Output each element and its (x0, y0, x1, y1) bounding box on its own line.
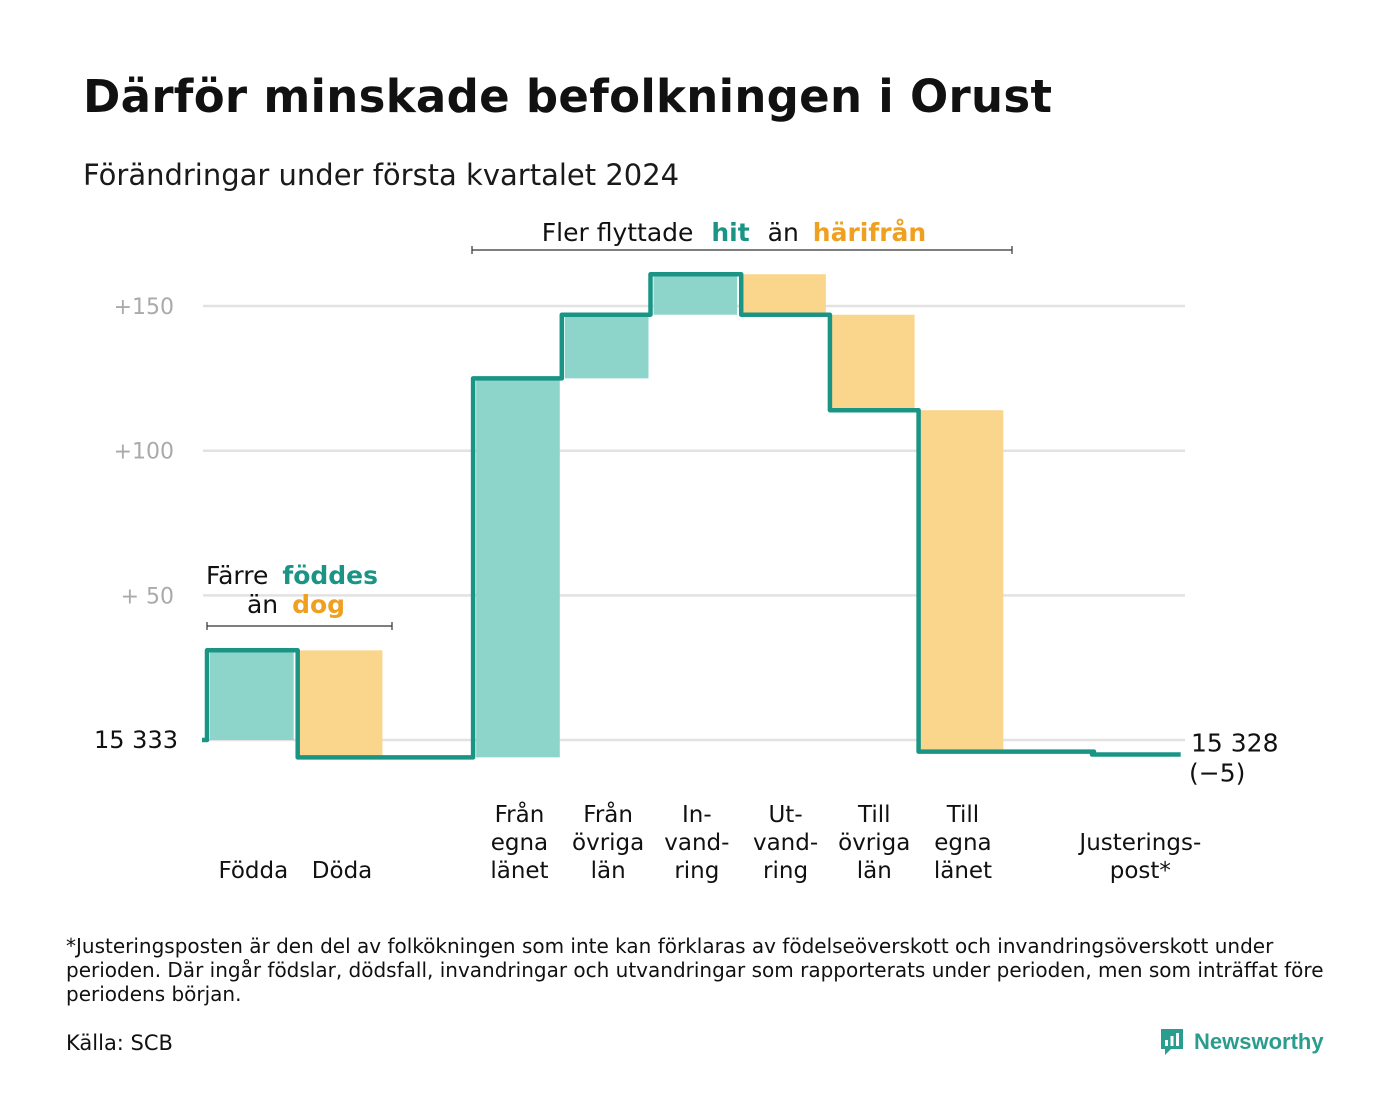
x-category-label: länet (490, 858, 548, 884)
bar-increase (653, 274, 738, 315)
bar-decrease (742, 274, 826, 315)
bar-decrease (830, 314, 915, 411)
y-tick-label: + 50 (121, 584, 174, 609)
x-category-label: vand- (753, 830, 818, 856)
births-annotation-colored2: dog (292, 590, 345, 619)
x-category-label: Till (857, 802, 891, 828)
line-layer (202, 271, 1181, 760)
chart-subtitle: Förändringar under första kvartalet 2024 (83, 158, 680, 192)
migration-annotation-plain1: Fler flyttade (542, 218, 694, 247)
newsworthy-logo: Newsworthy (1159, 1027, 1324, 1057)
waterfall-step-line (202, 271, 1181, 760)
x-category-label: post* (1110, 858, 1171, 884)
bars-layer (210, 274, 1004, 758)
waterfall-chart: +150 +100 + 50 15 333 15 328(−5) Födda Döda Fr… (94, 218, 1278, 884)
x-category-label: Döda (312, 858, 372, 884)
births-annotation: Färre föddes än dog (206, 561, 393, 630)
end-value-label: 15 328 (1191, 728, 1278, 757)
svg-text:Färre föddes: Färre föddes (206, 561, 378, 590)
x-category-label: län (591, 858, 626, 884)
migration-annotation: Fler flyttade hit än härifrån (471, 218, 1013, 254)
svg-text:Fler flyttade hit: Fler flyttade hit än härifrån (542, 218, 926, 247)
bar-increase (210, 650, 294, 740)
y-tick-label: +100 (114, 440, 174, 465)
migration-annotation-hit: hit (711, 218, 749, 247)
svg-text:än dog: än dog (247, 590, 345, 619)
x-category-label: egna (491, 830, 548, 856)
x-category-label: övriga (838, 830, 910, 856)
footnote: *Justeringsposten är den del av folkökni… (66, 934, 1324, 1006)
bar-decrease (298, 650, 383, 758)
births-annotation-plain: Färre (206, 561, 268, 590)
bar-decrease (919, 410, 1004, 752)
x-category-label: egna (934, 830, 991, 856)
x-category-label: Justerings- (1077, 830, 1201, 856)
bar-increase (476, 378, 560, 758)
migration-annotation-plain2: än (768, 218, 799, 247)
x-category-label: Från (495, 800, 545, 828)
x-category-label: Födda (218, 858, 288, 884)
x-category-label: ring (674, 858, 719, 884)
x-category-label: Ut- (768, 802, 802, 828)
x-category-label: Från (583, 800, 633, 828)
end-change-label: (−5) (1189, 758, 1245, 787)
births-annotation-plain2: än (247, 590, 278, 619)
births-annotation-colored: föddes (282, 561, 378, 590)
x-category-label: In- (682, 802, 712, 828)
start-value-label: 15 333 (94, 726, 178, 754)
y-tick-label: +150 (114, 295, 174, 320)
labels-layer: 15 333 15 328(−5)Födda DödaFrånegnalänetFr… (94, 726, 1278, 884)
newsworthy-logo-icon (1161, 1029, 1183, 1055)
x-category-label: Till (946, 802, 980, 828)
x-category-label: ring (763, 858, 808, 884)
newsworthy-logo-text: Newsworthy (1194, 1029, 1324, 1054)
chart-title: Därför minskade befolkningen i Orust (83, 70, 1053, 123)
x-category-label: län (857, 858, 892, 884)
x-category-label: länet (934, 858, 992, 884)
source-label: Källa: SCB (66, 1031, 173, 1055)
x-category-label: övriga (572, 830, 644, 856)
bar-increase (564, 314, 649, 379)
migration-annotation-harifran: härifrån (813, 218, 926, 247)
x-category-label: vand- (664, 830, 729, 856)
